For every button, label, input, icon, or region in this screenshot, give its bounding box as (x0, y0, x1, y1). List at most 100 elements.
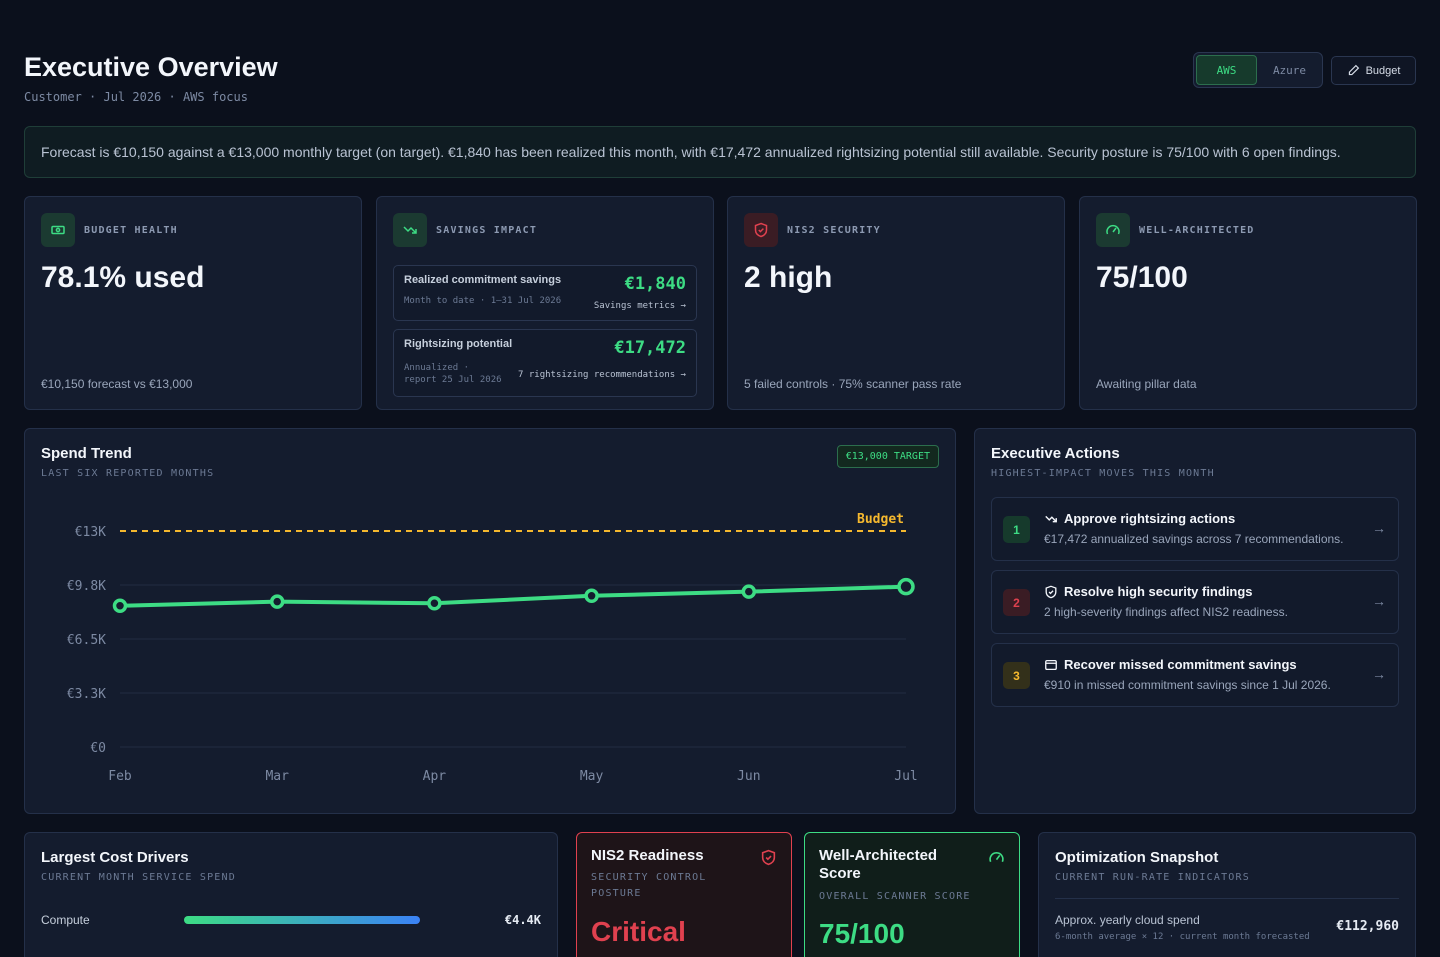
toggle-azure[interactable]: Azure (1272, 63, 1307, 77)
summary-banner: Forecast is €10,150 against a €13,000 mo… (24, 126, 1416, 178)
page-title: Executive Overview (24, 52, 278, 82)
driver-value: €4.4K (504, 913, 541, 927)
card-subtitle: LAST SIX REPORTED MONTHS (41, 468, 215, 479)
action-title: Recover missed commitment savings (1044, 657, 1297, 672)
gauge-icon (989, 852, 1004, 863)
toggle-aws[interactable]: AWS (1196, 55, 1258, 85)
realized-savings-box: Realized commitment savings €1,840 Month… (393, 265, 697, 321)
optimization-snapshot-card: Optimization Snapshot CURRENT RUN-RATE I… (1038, 832, 1416, 957)
spend-trend-card: Spend Trend LAST SIX REPORTED MONTHS €13… (24, 428, 956, 814)
gauge-icon (1096, 213, 1130, 247)
wallet-icon (1045, 659, 1057, 670)
shield-icon (761, 849, 776, 866)
realized-savings-label: Realized commitment savings (404, 274, 562, 286)
opt-row-value: €112,960 (1336, 919, 1399, 934)
card-title: NIS2 Readiness (591, 847, 704, 864)
data-point (112, 598, 128, 614)
x-tick-label: May (580, 769, 604, 784)
x-tick-label: Jul (894, 769, 917, 784)
shield-icon (744, 213, 778, 247)
opt-row-sub: 6-month average × 12 · current month for… (1055, 932, 1310, 942)
rightsizing-recommendations-link[interactable]: 7 rightsizing recommendations → (518, 370, 686, 380)
nis2-status: Critical (591, 916, 686, 947)
data-point (741, 584, 757, 599)
action-item-rightsizing[interactable]: 1 Approve rightsizing actions €17,472 an… (991, 497, 1399, 561)
kpi-value: 78.1% used (41, 261, 205, 294)
kpi-label: WELL-ARCHITECTED (1139, 224, 1255, 236)
driver-name: Compute (41, 913, 90, 927)
kpi-label: SAVINGS IMPACT (436, 224, 538, 236)
data-point (584, 588, 599, 604)
data-point (269, 594, 285, 609)
driver-bar (184, 916, 420, 924)
kpi-footnote: €10,150 forecast vs €13,000 (41, 377, 193, 391)
rightsizing-box: Rightsizing potential €17,472 Annualized… (393, 329, 697, 397)
card-title: Well-Architected Score (819, 847, 938, 882)
realized-savings-period: Month to date · 1–31 Jul 2026 (404, 296, 562, 306)
x-tick-label: Jun (737, 769, 760, 784)
kpi-budget-health: BUDGET HEALTH 78.1% used €10,150 forecas… (24, 196, 362, 410)
arrow-right-icon: → (1372, 593, 1386, 609)
wa-score: 75/100 (819, 918, 905, 949)
kpi-value: 75/100 (1096, 261, 1188, 294)
kpi-label: BUDGET HEALTH (84, 224, 178, 236)
edit-icon (1348, 64, 1359, 76)
card-title: Spend Trend (41, 445, 132, 462)
budget-button-label: Budget (1365, 64, 1401, 77)
card-subtitle: CURRENT RUN-RATE INDICATORS (1055, 872, 1250, 883)
action-number: 3 (1003, 662, 1030, 689)
kpi-nis2-security: NIS2 SECURITY 2 high 5 failed controls ·… (727, 196, 1065, 410)
card-subtitle: HIGHEST-IMPACT MOVES THIS MONTH (991, 468, 1215, 479)
x-tick-label: Apr (423, 769, 447, 784)
kpi-label: NIS2 SECURITY (787, 224, 881, 236)
y-tick-label: €3.3K (67, 687, 106, 702)
action-title: Resolve high security findings (1044, 584, 1253, 599)
arrow-right-icon: → (1372, 666, 1386, 682)
arrow-right-icon: → (1372, 520, 1386, 536)
spend-trend-chart: €0 €3.3K €6.5K €9.8K €13K Feb Mar Apr May Jun Jul B… (67, 512, 918, 784)
kpi-value: 2 high (744, 261, 833, 294)
page-subtitle: Customer · Jul 2026 · AWS focus (24, 90, 248, 104)
x-tick-label: Mar (265, 769, 289, 784)
rightsizing-amount: €17,472 (614, 338, 686, 358)
y-tick-label: €9.8K (67, 579, 106, 594)
driver-bar-track (184, 916, 446, 924)
y-tick-label: €6.5K (67, 633, 106, 648)
action-number: 1 (1003, 516, 1030, 543)
x-tick-label: Feb (108, 769, 132, 784)
y-tick-label: €13K (75, 525, 106, 540)
kpi-well-architected: WELL-ARCHITECTED 75/100 Awaiting pillar … (1079, 196, 1417, 410)
action-description: €17,472 annualized savings across 7 reco… (1044, 532, 1344, 546)
cost-drivers-card: Largest Cost Drivers CURRENT MONTH SERVI… (24, 832, 558, 957)
spend-line (119, 584, 907, 608)
target-badge: €13,000 TARGET (836, 445, 939, 468)
savings-metrics-link[interactable]: Savings metrics → (593, 301, 686, 311)
cloud-provider-toggle: AWS Azure (1193, 52, 1323, 88)
kpi-footnote: 5 failed controls · 75% scanner pass rat… (744, 377, 962, 391)
well-architected-card: Well-Architected Score OVERALL SCANNER S… (804, 832, 1020, 957)
action-item-security[interactable]: 2 Resolve high security findings 2 high-… (991, 570, 1399, 634)
card-title: Largest Cost Drivers (41, 849, 189, 866)
rightsizing-label: Rightsizing potential (404, 338, 513, 350)
executive-actions-card: Executive Actions HIGHEST-IMPACT MOVES T… (974, 428, 1416, 814)
budget-label: Budget (857, 512, 904, 527)
action-title: Approve rightsizing actions (1044, 511, 1235, 526)
action-number: 2 (1003, 589, 1030, 616)
action-item-commitments[interactable]: 3 Recover missed commitment savings €910… (991, 643, 1399, 707)
card-title: Executive Actions (991, 445, 1120, 462)
realized-savings-amount: €1,840 (624, 274, 686, 294)
shield-icon (1045, 585, 1057, 598)
trending-down-icon (393, 213, 427, 247)
divider (1055, 898, 1399, 899)
y-tick-label: €0 (90, 741, 106, 756)
budget-button[interactable]: Budget (1331, 56, 1416, 85)
rightsizing-period: Annualized · report 25 Jul 2026 (404, 363, 502, 385)
nis2-readiness-card: NIS2 Readiness SECURITY CONTROL POSTURE … (576, 832, 792, 957)
action-description: €910 in missed commitment savings since … (1044, 678, 1331, 692)
data-point (427, 596, 442, 611)
kpi-savings-impact: SAVINGS IMPACT Realized commitment savin… (376, 196, 714, 410)
card-subtitle: SECURITY CONTROL POSTURE (591, 872, 707, 899)
card-subtitle: OVERALL SCANNER SCORE (819, 891, 971, 902)
trending-down-icon (1045, 515, 1057, 522)
money-icon (41, 213, 75, 247)
